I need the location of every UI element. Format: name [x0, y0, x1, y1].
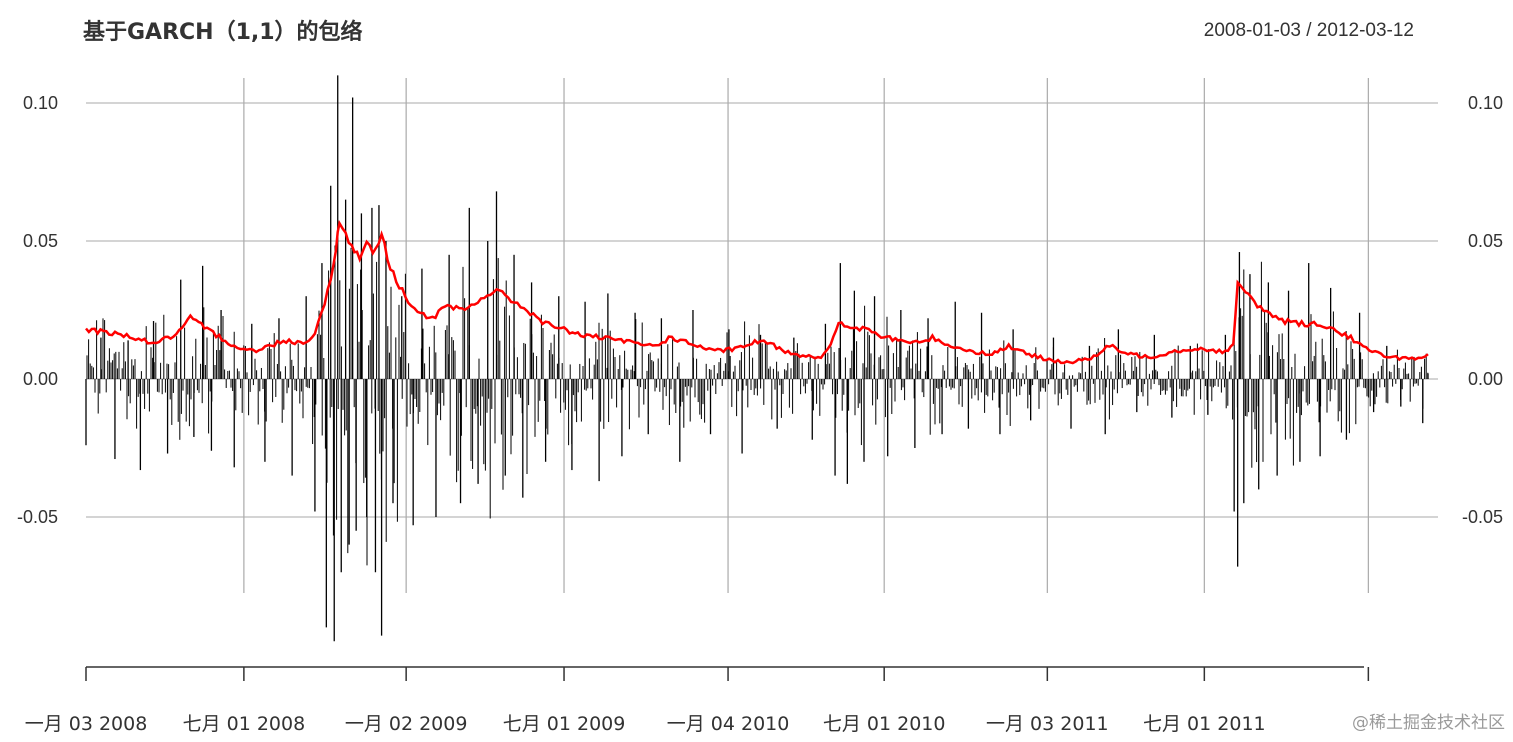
y-tick-label-left: 0.00 — [23, 369, 58, 389]
y-tick-label-right: -0.05 — [1462, 507, 1503, 527]
y-tick-label-left: 0.05 — [23, 231, 58, 251]
x-tick-label: 七月 01 2009 — [503, 713, 626, 735]
gridlines — [86, 78, 1438, 593]
x-tick-label: 一月 04 2010 — [667, 713, 790, 735]
x-tick-label: 一月 03 2011 — [986, 713, 1109, 735]
watermark: @稀土掘金技术社区 — [1352, 713, 1505, 733]
y-tick-label-right: 0.05 — [1468, 231, 1503, 251]
y-axis-labels: 0.10 0.10 0.05 0.05 0.00 0.00 -0.05 -0.05 — [17, 93, 1503, 527]
x-tick-label: 一月 03 2008 — [25, 713, 148, 735]
x-axis: 一月 03 2008 七月 01 2008 一月 02 2009 七月 01 2009… — [25, 666, 1370, 735]
x-tick-label: 一月 02 2009 — [345, 713, 468, 735]
x-tick-label: 七月 01 2008 — [183, 713, 306, 735]
y-tick-label-right: 0.00 — [1468, 369, 1503, 389]
y-tick-label-left: 0.10 — [23, 93, 58, 113]
x-tick-label: 七月 01 2010 — [823, 713, 946, 735]
garch-envelope-line — [85, 219, 1429, 365]
chart-title: 基于GARCH（1,1）的包络 — [83, 19, 363, 45]
returns-series — [85, 75, 1429, 642]
x-tick-label: 七月 01 2011 — [1143, 713, 1266, 735]
date-range-label: 2008-01-03 / 2012-03-12 — [1204, 20, 1414, 41]
y-tick-label-right: 0.10 — [1468, 93, 1503, 113]
y-tick-label-left: -0.05 — [17, 507, 58, 527]
